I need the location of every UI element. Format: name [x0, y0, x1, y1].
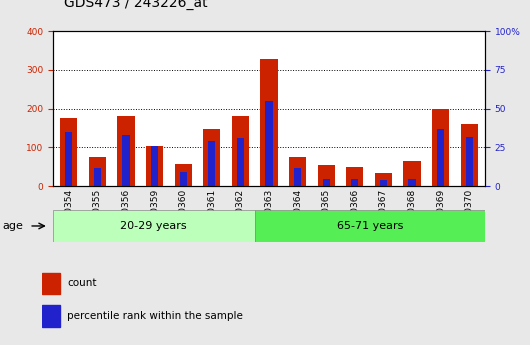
Bar	[180, 172, 187, 186]
Bar	[461, 124, 478, 186]
Bar	[117, 117, 135, 186]
Bar	[351, 179, 358, 186]
Bar	[122, 135, 129, 186]
Bar	[42, 273, 60, 294]
Bar	[89, 157, 106, 186]
Bar	[380, 180, 387, 186]
Bar	[294, 168, 301, 186]
Bar	[254, 210, 485, 241]
Bar	[237, 138, 244, 186]
Bar	[174, 164, 192, 186]
Bar	[151, 146, 158, 186]
Bar	[42, 305, 60, 327]
Bar	[317, 165, 335, 186]
Text: age: age	[3, 221, 23, 231]
Bar	[146, 146, 163, 186]
Bar	[432, 109, 449, 186]
Bar	[94, 168, 101, 186]
Bar	[289, 157, 306, 186]
Bar	[403, 161, 421, 186]
Text: percentile rank within the sample: percentile rank within the sample	[67, 311, 243, 321]
Bar	[232, 117, 249, 186]
Bar	[375, 173, 392, 186]
Bar	[60, 118, 77, 186]
Text: GDS473 / 243226_at: GDS473 / 243226_at	[64, 0, 207, 10]
Text: 20-29 years: 20-29 years	[120, 221, 187, 231]
Bar	[208, 141, 215, 186]
Bar	[346, 167, 364, 186]
Bar	[437, 129, 444, 186]
Bar	[53, 210, 254, 241]
Bar	[65, 132, 72, 186]
Text: count: count	[67, 278, 96, 288]
Bar	[409, 179, 416, 186]
Bar	[266, 101, 272, 186]
Bar	[466, 137, 473, 186]
Bar	[203, 129, 220, 186]
Bar	[323, 179, 330, 186]
Bar	[260, 59, 278, 186]
Text: 65-71 years: 65-71 years	[337, 221, 403, 231]
